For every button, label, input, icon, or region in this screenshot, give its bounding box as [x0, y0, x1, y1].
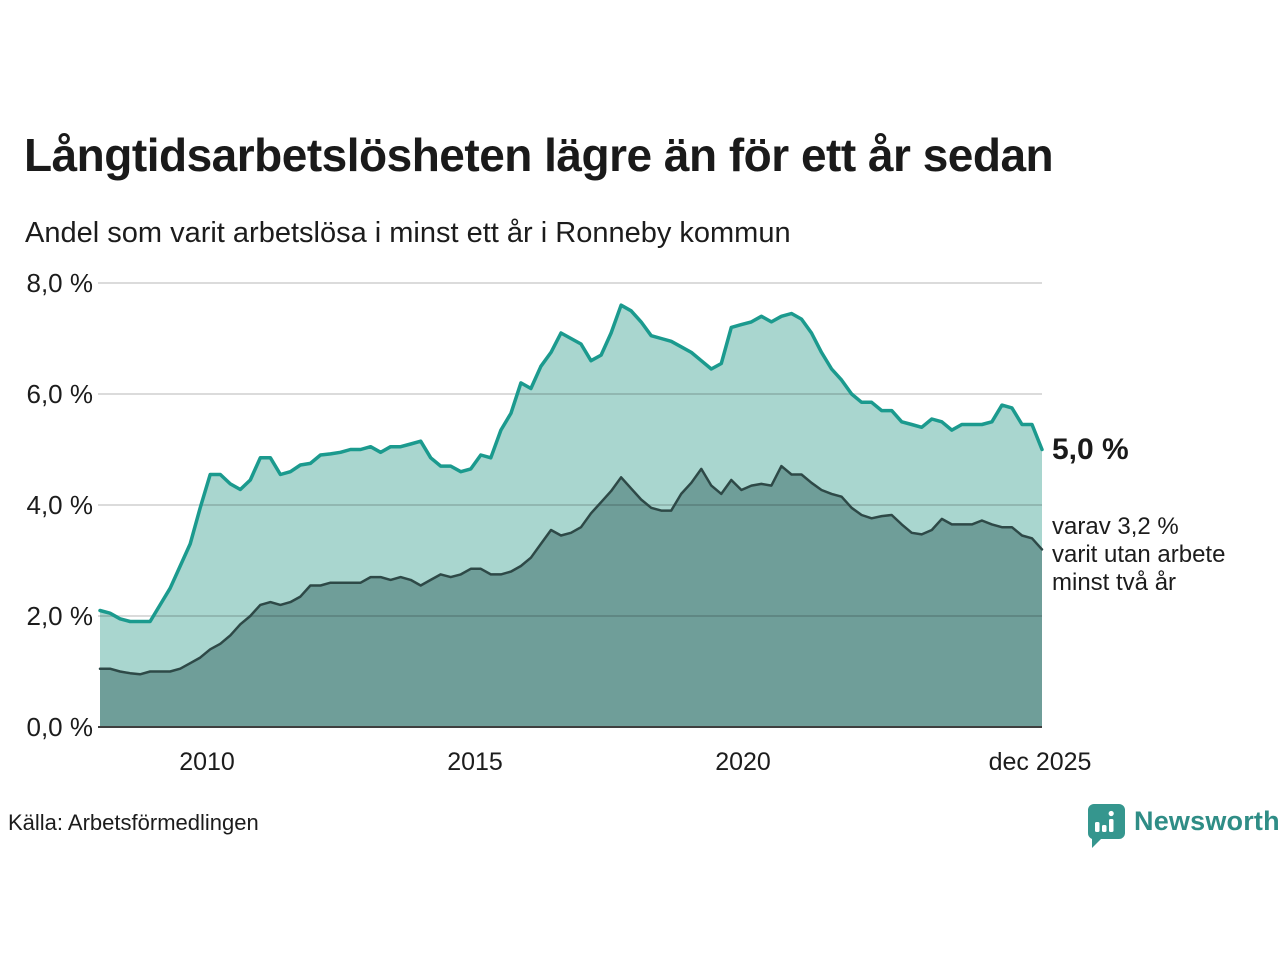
newsworthy-logo-text: Newsworthy	[1134, 806, 1280, 836]
x-tick-label: dec 2025	[988, 748, 1092, 776]
newsworthy-logo-icon	[1087, 804, 1125, 848]
series2-annotation: varav 3,2 % varit utan arbete minst två …	[1052, 513, 1225, 597]
newsworthy-logo: Newsworthy	[1086, 803, 1280, 849]
series2-annotation-line: varit utan arbete	[1052, 541, 1226, 568]
y-tick-label: 0,0 %	[26, 712, 94, 742]
series2-annotation-line: minst två år	[1052, 569, 1177, 596]
chart-subtitle: Andel som varit arbetslösa i minst ett å…	[25, 217, 791, 249]
end-value-label: 5,0 %	[1052, 433, 1129, 466]
series2-annotation-line: varav 3,2 %	[1052, 513, 1179, 540]
source-label: Källa: Arbetsförmedlingen	[8, 810, 259, 835]
y-tick-label: 2,0 %	[26, 601, 94, 631]
y-tick-label: 8,0 %	[26, 268, 94, 298]
x-tick-label: 2010	[179, 748, 235, 776]
x-tick-label: 2015	[447, 748, 503, 776]
chart-title: Långtidsarbetslösheten lägre än för ett …	[24, 129, 1054, 181]
y-tick-label: 6,0 %	[26, 379, 94, 409]
x-tick-label: 2020	[715, 748, 771, 776]
y-tick-label: 4,0 %	[26, 490, 94, 520]
